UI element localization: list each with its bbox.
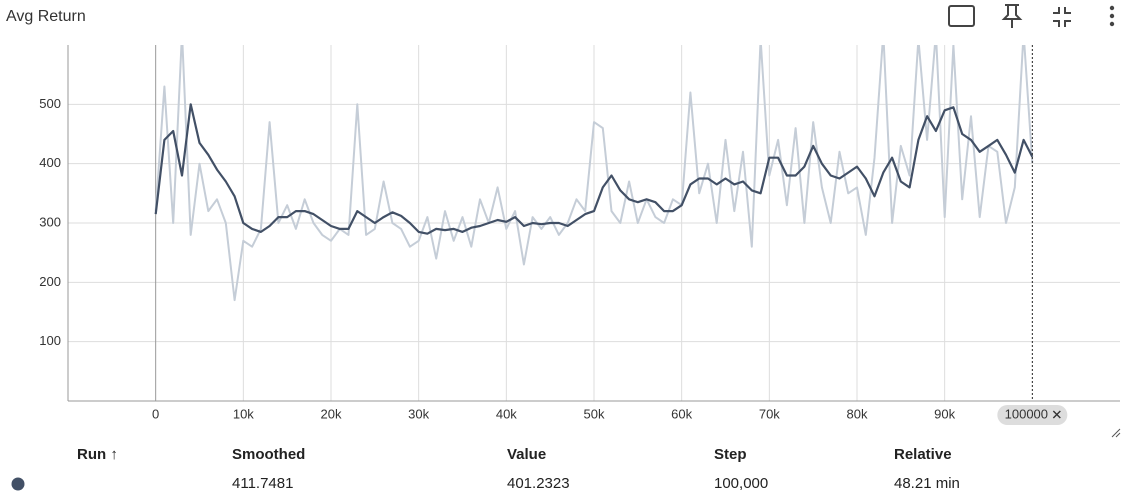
table-cell: 48.21 min <box>894 475 960 492</box>
resize-handle[interactable] <box>1111 428 1121 438</box>
hover-close-icon[interactable] <box>1052 410 1061 419</box>
smoothed-line <box>154 103 1034 235</box>
toolbar <box>948 4 1115 28</box>
run-color-dot <box>11 477 25 491</box>
y-tick-label: 300 <box>39 214 61 229</box>
y-tick-label: 500 <box>39 96 61 111</box>
hover-step-label: 100000 <box>1005 406 1048 421</box>
card-title: Avg Return <box>6 8 86 25</box>
column-header: Relative <box>894 446 952 463</box>
table-cell: 401.2323 <box>507 475 570 492</box>
raw-line <box>154 45 1034 302</box>
menu-icon[interactable] <box>1109 5 1115 27</box>
collapse-icon[interactable] <box>1053 7 1071 27</box>
y-tick-label: 400 <box>39 155 61 170</box>
x-tick-label: 80k <box>847 406 868 421</box>
x-tick-label: 40k <box>496 406 517 421</box>
x-tick-label: 70k <box>759 406 780 421</box>
y-tick-label: 100 <box>39 333 61 348</box>
fit-icon[interactable] <box>948 5 975 27</box>
x-tick-label: 20k <box>321 406 342 421</box>
x-tick-label: 0 <box>152 406 159 421</box>
x-tick-label: 30k <box>408 406 429 421</box>
y-tick-label: 200 <box>39 274 61 289</box>
x-tick-label: 50k <box>584 406 605 421</box>
column-header[interactable]: Run ↑ <box>77 446 118 463</box>
hover-chip <box>997 405 1068 425</box>
column-header: Smoothed <box>232 446 305 463</box>
table-cell: 411.7481 <box>232 475 293 492</box>
table-cell: 100,000 <box>714 475 768 492</box>
pin-icon[interactable] <box>1001 4 1023 28</box>
column-header: Value <box>507 446 546 463</box>
x-tick-label: 10k <box>233 406 254 421</box>
column-header: Step <box>714 446 747 463</box>
x-tick-label: 60k <box>671 406 692 421</box>
x-tick-label: 90k <box>934 406 955 421</box>
